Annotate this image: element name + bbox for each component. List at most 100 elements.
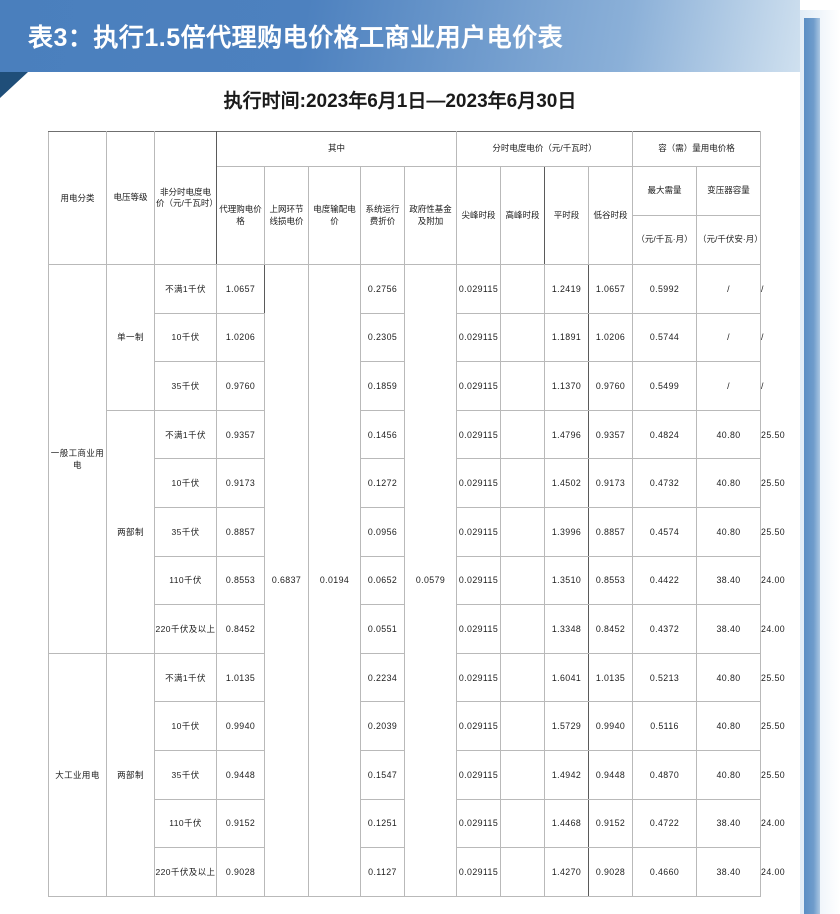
cell-peak-period: 1.1370 xyxy=(544,361,590,411)
cell-peak-period: 1.4502 xyxy=(544,458,590,508)
right-accent-bar xyxy=(804,18,820,914)
cell-flat-price: 0.9448 xyxy=(216,749,265,800)
cell-transmission: 0.1127 xyxy=(360,847,405,897)
cell-valley-period: 0.5992 xyxy=(632,264,698,314)
cell-peak-period: 1.1891 xyxy=(544,312,590,363)
cell-transmission: 0.1456 xyxy=(360,409,405,460)
cell-gov-fund: 0.029115 xyxy=(456,749,502,800)
table-row: 一般工商业用电 单一制 不满1千伏 1.0657 0.6837 0.0194 0.2756 0… xyxy=(48,264,764,897)
th-max-demand-unit: （元/千瓦·月） xyxy=(632,215,698,265)
cell-valley-period: 0.4660 xyxy=(632,847,698,897)
table-row: 大工业用电 两部制 不满1千伏 1.0135 0.2234 0.029115 1.6041 1… xyxy=(48,652,785,897)
cell-flat-period: 0.9028 xyxy=(588,847,634,897)
cell-peak-period: 1.3996 xyxy=(544,506,590,557)
cell-valley-period: 0.4732 xyxy=(632,458,698,508)
cell-flat-period: 0.8857 xyxy=(588,506,634,557)
table-head: 用电分类 电压等级 非分时电度电价（元/千瓦时） 其中 分时电度电价（元/千瓦时… xyxy=(48,131,763,265)
row-tariff-type-label: 两部制 xyxy=(106,409,155,654)
th-max-demand: 最大需量 xyxy=(632,166,698,216)
cell-sharp-period xyxy=(500,264,546,314)
cell-flat-price: 0.9152 xyxy=(216,798,265,849)
cell-voltage: 10千伏 xyxy=(154,312,217,363)
cell-gov-fund: 0.029115 xyxy=(456,652,502,703)
table-row: 35千伏 0.9448 0.1547 0.029115 1.4942 0.9448 0.48… xyxy=(49,749,785,800)
cell-transmission: 0.2039 xyxy=(360,701,405,751)
cell-transmission: 0.1547 xyxy=(360,749,405,800)
effective-period-subtitle: 执行时间:2023年6月1日—2023年6月30日 xyxy=(223,91,577,112)
cell-voltage: 110千伏 xyxy=(154,798,217,849)
cell-sharp-period xyxy=(500,458,546,508)
cell-sharp-period xyxy=(500,506,546,557)
cell-voltage: 220千伏及以上 xyxy=(154,847,217,897)
cell-flat-period: 0.9940 xyxy=(588,701,634,751)
cell-sharp-period xyxy=(500,652,546,703)
cell-valley-period: 0.4722 xyxy=(632,798,698,849)
cell-flat-period: 0.9152 xyxy=(588,798,634,849)
cell-transmission: 0.2305 xyxy=(360,312,405,363)
cell-gov-fund: 0.029115 xyxy=(456,847,502,897)
cell-flat-price: 0.8452 xyxy=(216,604,265,654)
cell-grid-loss: 0.0194 xyxy=(308,264,361,897)
table-row: 220千伏及以上 0.8452 0.0551 0.029115 1.3348 0.8452… xyxy=(49,604,785,654)
cell-valley-period: 0.5744 xyxy=(632,312,698,363)
table-row: 110千伏 0.8553 0.0652 0.029115 1.3510 0.8553 0.4… xyxy=(49,555,785,606)
cell-peak-period: 1.4270 xyxy=(544,847,590,897)
cell-flat-price: 1.0135 xyxy=(216,652,265,703)
cell-flat-price: 0.9940 xyxy=(216,701,265,751)
title-banner: 表3：执行1.5倍代理购电价格工商业用户电价表 xyxy=(0,0,800,72)
table-row: 35千伏 0.8857 0.0956 0.029115 1.3996 0.8857 0.45… xyxy=(49,506,785,557)
cell-peak-period: 1.2419 xyxy=(544,264,590,314)
table-row: 10千伏 0.9940 0.2039 0.029115 1.5729 0.9940 0.51… xyxy=(49,701,785,751)
th-flat-price: 非分时电度电价（元/千瓦时） xyxy=(154,131,218,265)
table-row: 10千伏 0.9173 0.1272 0.029115 1.4502 0.9173 0.47… xyxy=(49,458,785,508)
row-tariff-type-label: 单一制 xyxy=(106,264,155,411)
th-transformer-unit: （元/千伏安·月） xyxy=(696,215,763,265)
cell-gov-fund: 0.029115 xyxy=(456,264,502,314)
th-voltage-level: 电压等级 xyxy=(106,131,155,265)
table-row: 220千伏及以上 0.9028 0.1127 0.029115 1.4270 0.9028… xyxy=(49,847,785,897)
cell-valley-period: 0.5213 xyxy=(632,652,698,703)
cell-gov-fund: 0.029115 xyxy=(456,409,502,460)
cell-transmission: 0.2756 xyxy=(360,264,405,314)
cell-gov-fund: 0.029115 xyxy=(456,506,502,557)
cell-max-demand: 38.40 xyxy=(696,847,762,897)
th-capacity-price: 容（需）量用电价格 xyxy=(632,131,762,167)
cell-sharp-period xyxy=(500,312,546,363)
cell-valley-period: 0.5499 xyxy=(632,361,698,411)
table-row: 110千伏 0.9152 0.1251 0.029115 1.4468 0.9152 0.4… xyxy=(49,798,785,849)
cell-gov-fund: 0.029115 xyxy=(456,798,502,849)
cell-voltage: 110千伏 xyxy=(154,555,217,606)
cell-max-demand: / xyxy=(696,264,762,314)
cell-sharp-period xyxy=(500,361,546,411)
th-transformer-capacity: 变压器容量 xyxy=(696,166,762,216)
cell-system-operation: 0.0579 xyxy=(403,264,458,897)
cell-transmission: 0.2234 xyxy=(360,652,405,703)
cell-flat-period: 0.9448 xyxy=(588,749,634,800)
th-category: 用电分类 xyxy=(48,131,107,265)
cell-sharp-period xyxy=(500,749,546,800)
cell-gov-fund: 0.029115 xyxy=(456,701,502,751)
cell-flat-price: 0.9760 xyxy=(216,361,265,411)
cell-valley-period: 0.4870 xyxy=(632,749,698,800)
cell-gov-fund: 0.029115 xyxy=(456,555,502,606)
cell-voltage: 35千伏 xyxy=(154,749,217,800)
cell-max-demand: 40.80 xyxy=(696,652,762,703)
cell-agency-purchase: 0.6837 xyxy=(264,264,309,897)
cell-flat-price: 1.0206 xyxy=(216,312,265,363)
table-row: 两部制 不满1千伏 0.9357 0.1456 0.029115 1.4796 0.9357… xyxy=(49,409,785,654)
cell-peak-period: 1.4942 xyxy=(544,749,590,800)
table-body: 一般工商业用电 单一制 不满1千伏 1.0657 0.6837 0.0194 0.2756 0… xyxy=(48,264,785,897)
th-system-operation: 系统运行费折价 xyxy=(360,166,405,265)
cell-transmission: 0.1251 xyxy=(360,798,405,849)
cell-max-demand: 40.80 xyxy=(696,749,762,800)
th-gov-fund: 政府性基金及附加 xyxy=(403,166,458,265)
cell-flat-price: 0.8857 xyxy=(216,506,265,557)
cell-peak-period: 1.4468 xyxy=(544,798,590,849)
cell-flat-price: 0.8553 xyxy=(216,555,265,606)
th-sharp-period: 尖峰时段 xyxy=(456,166,502,265)
cell-sharp-period xyxy=(500,798,546,849)
cell-gov-fund: 0.029115 xyxy=(456,361,502,411)
cell-flat-price: 1.0657 xyxy=(216,264,265,314)
cell-max-demand: 40.80 xyxy=(696,701,762,751)
th-agency-purchase: 代理购电价格 xyxy=(216,166,265,265)
